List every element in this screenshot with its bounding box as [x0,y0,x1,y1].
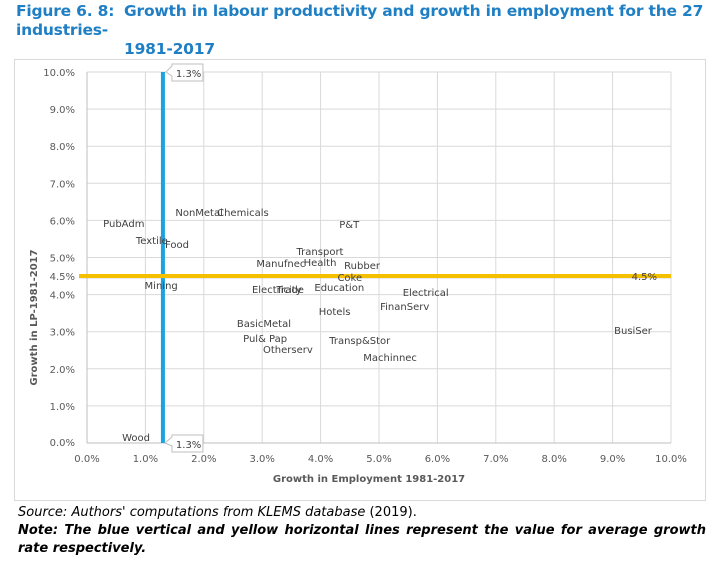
average-employment-growth-label-bottom: 1.3% [176,440,201,451]
y-tick-label: 5.0% [50,254,75,265]
average-lp-growth-label: 4.5% [632,272,657,283]
y-tick-labels: 0.0% 1.0% 2.0% 3.0% 4.0% 5.0% 6.0% 7.0% 8.0% 9.0%… [43,68,75,449]
chart-frame [14,59,706,501]
average-employment-growth-callout-bottom: 1.3% [163,434,204,453]
point-label-finanserv: FinanServ [380,302,429,313]
point-label-manufnec: Manufnec [256,259,305,270]
point-label-textile: Textile [135,236,168,247]
reference-lines: 1.3% 1.3% 4.5% [79,63,671,453]
point-label-pubadm: PubAdm [103,219,144,230]
source-text: Source: Authors' computations from KLEMS… [18,505,366,520]
point-label-trade: Trade [276,285,304,296]
y-tick-label: 8.0% [50,142,75,153]
x-tick-label: 10.0% [655,454,687,465]
y-tick-label: 3.0% [50,328,75,339]
x-tick-labels: 0.0% 1.0% 2.0% 3.0% 4.0% 5.0% 6.0% 7.0% 8.0% 9.0%… [74,454,687,465]
point-label-education: Education [314,283,364,294]
callout-box [165,63,204,82]
x-tick-label: 2.0% [191,454,216,465]
x-tick-label: 6.0% [425,454,450,465]
y-tick-label: 1.0% [50,402,75,413]
x-tick-label: 1.0% [133,454,158,465]
gridlines [87,71,672,443]
y-axis-title: Growth in LP-1981-2017 [29,249,40,385]
point-label-rubber: Rubber [344,261,381,272]
y-tick-label-average: 4.5% [50,272,75,283]
callout-box [163,434,204,453]
y-tick-label: 2.0% [50,365,75,376]
point-label-pul-pap: Pul& Pap [243,334,287,345]
point-label-health: Health [304,258,337,269]
y-tick-label: 4.0% [50,291,75,302]
y-tick-label: 0.0% [50,438,75,449]
y-tick-label: 7.0% [50,179,75,190]
note-line: Note: The blue vertical and yellow horiz… [18,523,706,556]
point-label-mining: Mining [145,281,178,292]
x-tick-label: 8.0% [541,454,566,465]
point-label-transport: Transport [296,247,344,258]
y-tick-label: 9.0% [50,105,75,116]
point-label-p-t: P&T [339,220,360,231]
x-tick-label: 4.0% [308,454,333,465]
point-label-basicmetal: BasicMetal [237,319,291,330]
point-label-transp-stor: Transp&Stor [328,336,391,347]
y-tick-label: 10.0% [43,68,75,79]
point-label-electrical: Electrical [403,288,449,299]
point-label-food: Food [165,240,189,251]
source-year: (2019). [365,505,417,520]
x-tick-label: 9.0% [600,454,625,465]
point-label-electricity: Electricity [252,285,302,296]
y-tick-label: 6.0% [50,216,75,227]
x-tick-label: 3.0% [249,454,274,465]
x-tick-label: 0.0% [74,454,99,465]
point-label-hotels: Hotels [319,307,351,318]
average-employment-growth-label-top: 1.3% [176,69,201,80]
point-label-otherserv: Otherserv [263,345,313,356]
x-tick-label: 5.0% [366,454,391,465]
point-label-machinnec: Machinnec [363,353,417,364]
figure-number: Figure 6. 8: [16,2,115,20]
point-label-wood: Wood [122,433,150,444]
figure-title: Figure 6. 8: Growth in labour productivit… [16,2,716,59]
figure-notes: Source: Authors' computations from KLEMS… [18,504,706,558]
point-label-busiser: BusiSer [614,326,653,337]
average-employment-growth-callout-top: 1.3% [165,63,204,82]
point-label-coke: Coke [337,273,362,284]
x-tick-label: 7.0% [483,454,508,465]
x-axis-title: Growth in Employment 1981-2017 [273,474,465,485]
point-label-nonmetal: NonMetal [175,208,223,219]
point-label-chemicals: Chemicals [217,208,269,219]
figure-title-line1: Growth in labour productivity and growth… [16,2,704,39]
source-line: Source: Authors' computations from KLEMS… [18,504,706,522]
figure-title-line2: 1981-2017 [124,40,215,58]
